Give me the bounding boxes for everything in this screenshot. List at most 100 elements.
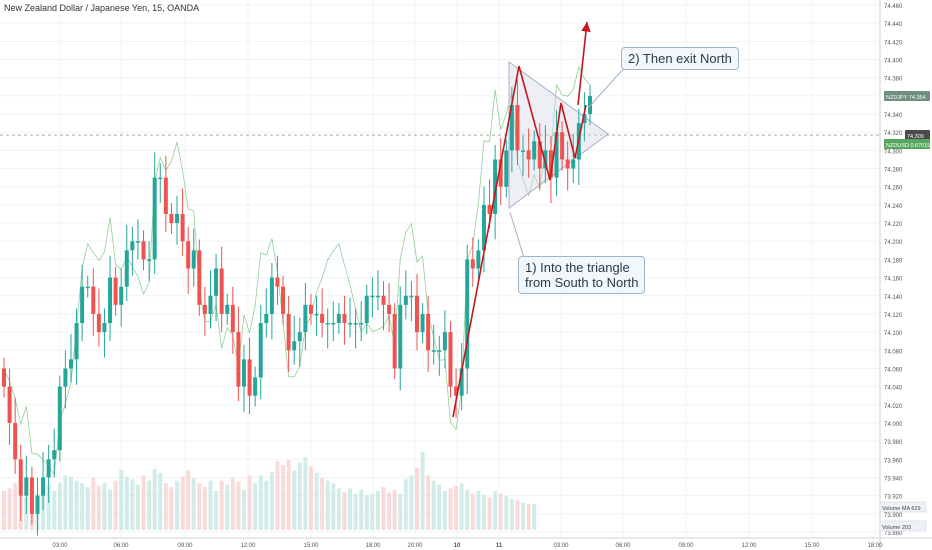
candle-body (80, 286, 85, 324)
candle-body (135, 241, 140, 243)
candle-body (85, 286, 90, 289)
candle-body (359, 323, 364, 325)
candle-body (46, 459, 51, 478)
candle-body (247, 359, 252, 396)
price-tick-label: 74.140 (884, 295, 903, 301)
volume-bar (202, 487, 207, 530)
candle-body (180, 213, 185, 242)
price-tick-label: 73.980 (884, 440, 903, 446)
volume-bar (275, 461, 280, 530)
candle-body (426, 313, 431, 351)
time-tick-label: 15:00 (804, 543, 820, 549)
volume-bar (454, 485, 459, 530)
nzdjpy-badge-text: NZDJPY 74.354 (886, 95, 926, 101)
volume-bar (409, 475, 414, 530)
candle-body (281, 286, 286, 314)
candle-body (325, 323, 330, 325)
volume-bar (96, 485, 101, 530)
volume-bar (147, 480, 152, 530)
time-tick-label: 10 (454, 543, 461, 549)
volume-bar (52, 491, 57, 530)
volume-bar (297, 462, 302, 530)
price-tick-label: 74.220 (884, 222, 903, 228)
annotation-exit-north[interactable]: 2) Then exit North (621, 47, 739, 70)
volume-ma-label: Volume MA 629 (879, 501, 927, 513)
volume-bar (308, 466, 313, 530)
price-tick-label: 74.240 (884, 204, 903, 210)
volume-bar (281, 465, 286, 530)
candle-body (387, 304, 392, 314)
candle-body (297, 332, 302, 342)
annotation-into-triangle[interactable]: 1) Into the triangle from South to North (518, 256, 646, 294)
price-tick-label: 74.380 (884, 77, 903, 83)
candle-body (342, 313, 347, 324)
candle-body (18, 459, 23, 496)
candle-body (24, 477, 29, 496)
nzdusd-badge: NZDUSD 0.67015 (884, 139, 930, 149)
volume-bar (414, 467, 419, 530)
volume-bar (85, 487, 90, 530)
nzdusd-badge-text: NZDUSD 0.67015 (886, 143, 930, 149)
volume-ma-label-bg (879, 501, 927, 513)
volume-bar (119, 470, 124, 530)
annotation-text: 2) Then exit North (628, 51, 732, 66)
volume-bar (476, 491, 481, 530)
volume-bar (7, 488, 12, 530)
price-tick-label: 74.040 (884, 386, 903, 392)
breakout-arrow (577, 21, 591, 106)
volume-bar (214, 491, 219, 530)
candle-body (364, 295, 369, 324)
candle-body (392, 313, 397, 369)
candle-body (465, 259, 470, 369)
candle-body (403, 295, 408, 305)
volume-bar (169, 487, 174, 530)
volume-bar (375, 491, 380, 530)
candle-body (414, 295, 419, 333)
time-tick-label: 12:00 (741, 543, 757, 549)
volume-bar (392, 489, 397, 530)
volume-bar (353, 493, 358, 530)
candle-body (214, 268, 219, 296)
price-tick-label: 74.100 (884, 331, 903, 337)
volume-bar (13, 483, 18, 530)
volume-bar (152, 468, 157, 530)
volume-bar (437, 484, 442, 530)
candle-body (521, 150, 526, 152)
candle-body (560, 132, 565, 160)
volume-bar (102, 483, 107, 530)
candle-body (13, 422, 18, 460)
candle-body (253, 377, 258, 396)
volume-bar (63, 475, 68, 530)
candlesticks (2, 79, 592, 536)
candle-body (158, 177, 163, 180)
candle-body (230, 304, 235, 333)
volume-bar (426, 475, 431, 530)
price-tick-label: 74.000 (884, 422, 903, 428)
volume-bar (253, 483, 258, 530)
zigzag-arrow (452, 65, 587, 418)
volume-bar (91, 478, 96, 530)
candle-body (571, 159, 576, 169)
volume-bar (158, 472, 163, 530)
price-tick-label: 74.160 (884, 277, 903, 283)
price-tick-label: 74.180 (884, 258, 903, 264)
nzdjpy-badge: NZDJPY 74.354 (884, 91, 930, 101)
candle-body (498, 159, 503, 187)
volume-bar (141, 475, 146, 530)
candle-body (454, 386, 459, 396)
volume-bar (442, 491, 447, 530)
volume-bar (113, 480, 118, 530)
candle-body (57, 386, 62, 451)
candle-body (241, 359, 246, 387)
volume-bar (398, 493, 403, 530)
volume-bar (387, 492, 392, 530)
candle-body (459, 368, 464, 396)
candle-body (420, 313, 425, 333)
candle-body (314, 313, 319, 316)
price-tick-label: 74.300 (884, 149, 903, 155)
volume-bar (2, 491, 6, 530)
volume-bar (504, 496, 509, 530)
candle-body (68, 359, 73, 369)
volume-label-text: Volume 203 (882, 525, 911, 531)
